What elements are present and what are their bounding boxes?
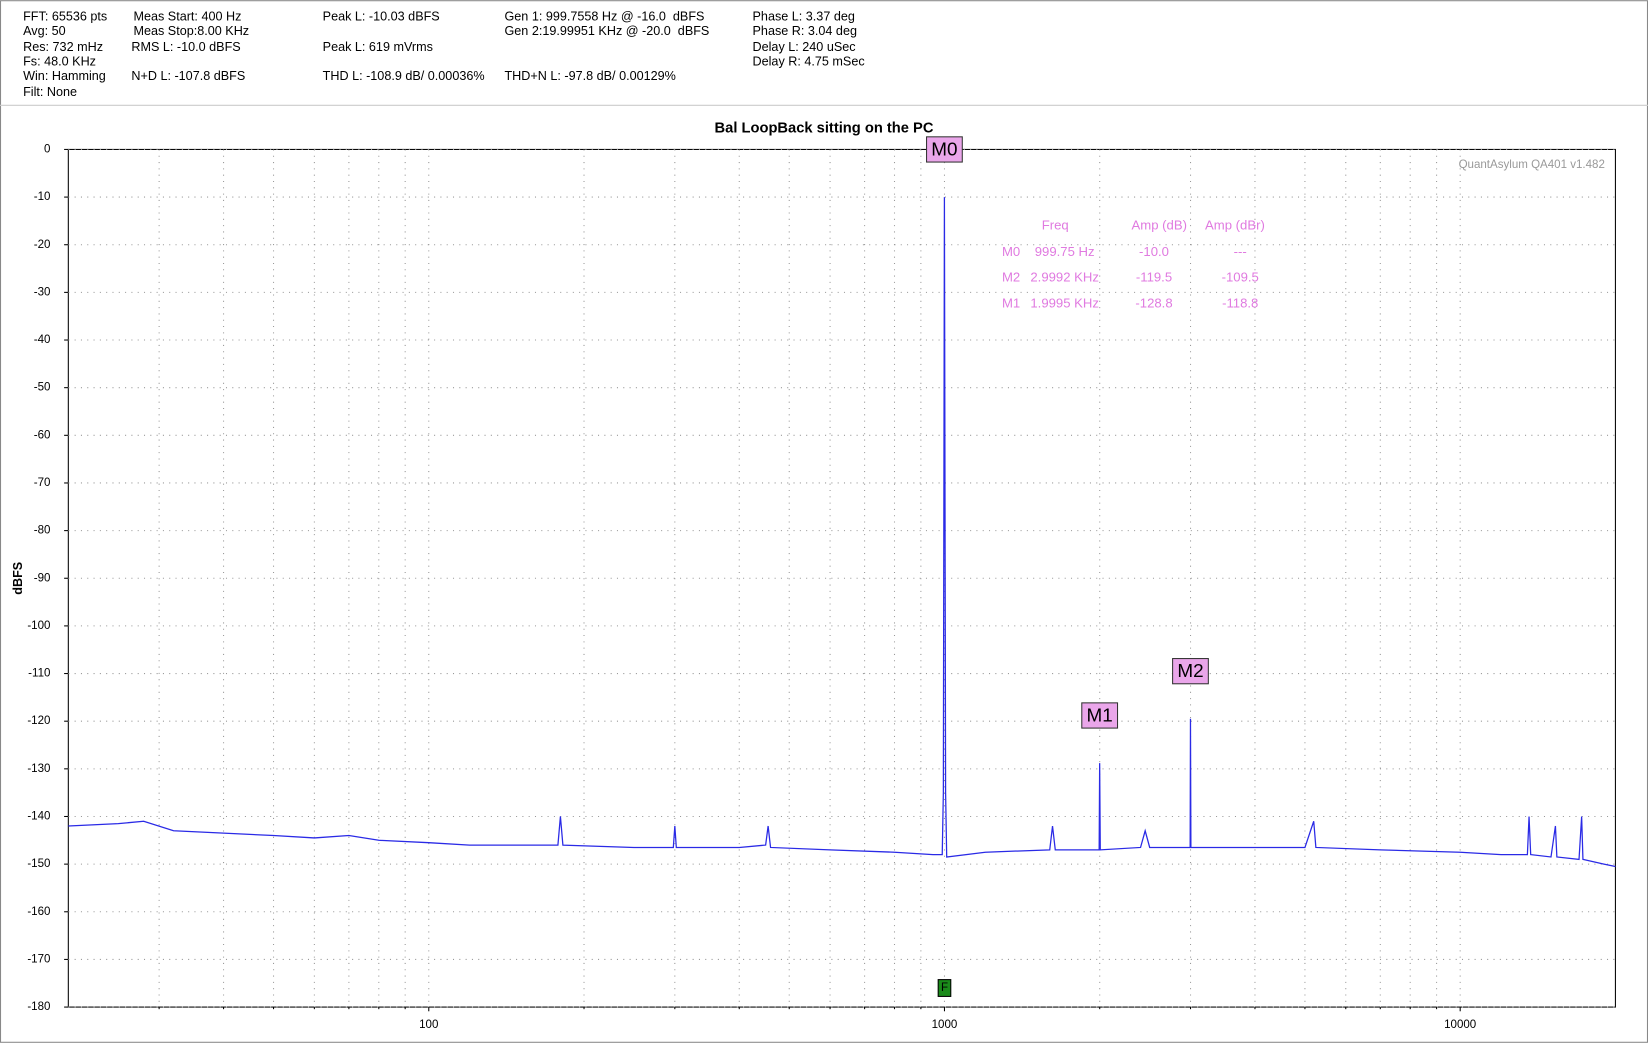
y-tick-label: 0	[44, 143, 50, 155]
table-cell: 2.9992 KHz	[1030, 270, 1099, 285]
stat-text: Gen 2:19.99951 KHz @ -20.0 dBFS	[504, 24, 709, 38]
watermark: QuantAsylum QA401 v1.482	[1459, 159, 1605, 171]
stat-text: Win: Hamming	[23, 69, 106, 83]
marker-box	[926, 136, 963, 163]
stat-text: Meas Stop:8.00 KHz	[133, 24, 249, 38]
y-tick-label: -80	[34, 525, 51, 537]
table-cell: -119.5	[1136, 270, 1172, 285]
marker-box	[1081, 702, 1119, 729]
y-tick-label: -120	[27, 715, 50, 727]
table-cell: M2	[1002, 270, 1020, 285]
stat-text: Fs: 48.0 KHz	[23, 55, 96, 69]
y-tick-label: -150	[27, 858, 50, 870]
y-tick-label: -170	[27, 953, 50, 965]
stat-text: FFT: 65536 pts	[23, 9, 107, 23]
table-header: Amp (dBr)	[1205, 218, 1265, 233]
stat-text: Filt: None	[23, 85, 77, 99]
y-tick-label: -60	[34, 429, 51, 441]
marker-box	[1172, 658, 1209, 685]
y-tick-label: -110	[28, 668, 50, 680]
generator-marker-label: F	[941, 982, 948, 994]
stat-text: Phase L: 3.37 deg	[753, 9, 855, 23]
y-tick-label: -30	[34, 286, 51, 298]
marker-label: M2	[1177, 661, 1203, 682]
table-cell: -118.8	[1222, 295, 1258, 310]
chart-title: Bal LoopBack sitting on the PC	[715, 120, 934, 136]
y-tick-label: -140	[27, 811, 50, 823]
marker-label: M0	[931, 139, 957, 160]
spectrum-line	[68, 197, 1616, 868]
y-axis-label: dBFS	[11, 562, 25, 595]
stat-text: THD+N L: -97.8 dB/ 0.00129%	[504, 69, 675, 83]
y-tick-label: -160	[27, 906, 50, 918]
y-tick-label: -180	[27, 1001, 50, 1013]
table-cell: M1	[1002, 295, 1020, 310]
table-cell: 999.75 Hz	[1035, 244, 1095, 259]
stat-text: Peak L: 619 mVrms	[323, 40, 433, 54]
stat-text: Meas Start: 400 Hz	[133, 9, 241, 23]
table-cell: M0	[1002, 244, 1020, 259]
y-tick-label: -50	[34, 382, 51, 394]
table-cell: -109.5	[1222, 270, 1259, 285]
stat-text: Peak L: -10.03 dBFS	[323, 9, 440, 23]
y-tick-label: -130	[27, 763, 50, 775]
stat-text: Phase R: 3.04 deg	[753, 24, 857, 38]
marker-label: M1	[1087, 706, 1113, 727]
x-tick-label: 1000	[932, 1019, 958, 1031]
table-header: Freq	[1042, 218, 1069, 233]
y-tick-label: -40	[34, 334, 51, 346]
y-tick-label: -10	[34, 191, 51, 203]
y-tick-label: -100	[27, 620, 50, 632]
generator-marker	[937, 979, 952, 997]
stat-text: Delay L: 240 uSec	[753, 40, 856, 54]
stat-text: Delay R: 4.75 mSec	[753, 55, 865, 69]
stat-text: N+D L: -107.8 dBFS	[131, 69, 245, 83]
table-cell: -128.8	[1135, 295, 1172, 310]
y-tick-label: -20	[34, 239, 51, 251]
x-tick-label: 10000	[1444, 1019, 1476, 1031]
stat-text: THD L: -108.9 dB/ 0.00036%	[323, 69, 485, 83]
y-tick-label: -90	[34, 572, 51, 584]
stat-text: Avg: 50	[23, 24, 66, 38]
stat-text: Res: 732 mHz	[23, 40, 103, 54]
stat-text: Gen 1: 999.7558 Hz @ -16.0 dBFS	[504, 9, 704, 23]
table-cell: -10.0	[1139, 244, 1169, 259]
stat-text: RMS L: -10.0 dBFS	[131, 40, 240, 54]
y-tick-label: -70	[34, 477, 51, 489]
table-cell: 1.9995 KHz	[1030, 295, 1099, 310]
x-tick-label: 100	[419, 1019, 438, 1031]
table-header: Amp (dB)	[1132, 218, 1187, 233]
table-cell: ---	[1234, 244, 1247, 259]
